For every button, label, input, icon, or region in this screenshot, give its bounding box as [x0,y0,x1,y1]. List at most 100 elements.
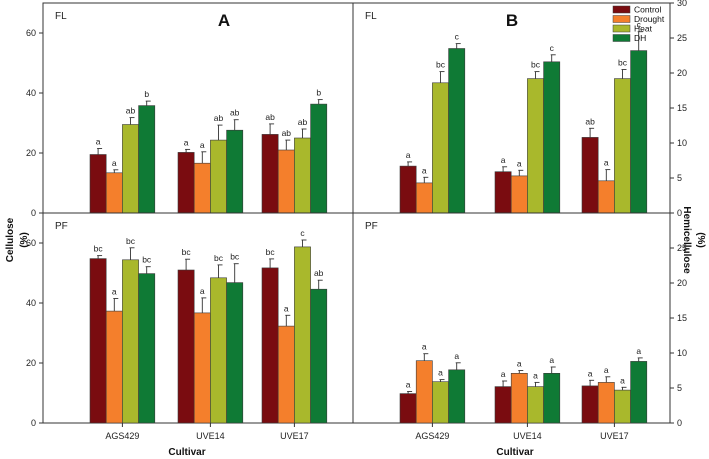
significance-label: ab [230,108,240,118]
panel-tag: FL [365,11,377,22]
significance-label: c [455,32,460,42]
bar-drought-uve14 [510,175,528,214]
y-tick-label: 20 [677,278,687,288]
significance-label: a [112,287,117,297]
bar-control-uve17 [581,137,599,214]
bar-control-ags429 [399,393,417,424]
y-tick-label: 20 [26,358,36,368]
y-tick-label: 15 [677,103,687,113]
bar-heat-uve14 [527,78,544,214]
bar-control-ags429 [89,258,107,424]
bar-heat-ags429 [432,82,449,214]
y-tick-label: 25 [677,33,687,43]
bar-control-uve17 [261,134,279,214]
significance-label: a [438,368,443,378]
right-y-axis-unit: (%) [695,232,706,248]
significance-label: a [501,155,506,165]
bar-dh-ags429 [138,273,156,424]
significance-label: a [620,375,625,385]
significance-label: bc [618,58,628,68]
bar-drought-uve17 [597,180,615,214]
bar-control-ags429 [89,154,107,214]
significance-label: c [550,43,555,53]
bar-drought-uve14 [193,162,211,214]
left-y-axis-unit: (%) [19,232,30,248]
y-tick-label: 60 [26,238,36,248]
panel-letter: A [218,11,230,30]
significance-label: a [549,355,554,365]
y-tick-label: 5 [677,173,682,183]
significance-label: a [533,370,538,380]
significance-label: ab [298,117,308,127]
panel-b-pf: 0 5 10 15 20 25 PF a a a a AGS429 a a a a UVE14 a a a a UVE17 [352,212,687,441]
significance-label: bc [142,255,152,265]
significance-label: b [316,88,321,98]
x-tick-label: AGS429 [415,431,449,441]
bar-drought-ags429 [415,360,433,424]
bar-drought-uve17 [277,325,295,424]
x-tick-label: AGS429 [105,431,139,441]
significance-label: b [144,89,149,99]
x-tick-label: UVE14 [513,431,542,441]
bar-heat-uve14 [527,386,544,424]
significance-label: a [517,359,522,369]
bar-heat-uve14 [210,277,227,424]
bar-dh-ags429 [448,48,466,214]
y-tick-label: 15 [677,313,687,323]
bar-drought-ags429 [415,182,433,214]
bar-drought-ags429 [105,172,123,214]
significance-label: a [422,342,427,352]
significance-label: bc [266,247,276,257]
significance-label: bc [531,60,541,70]
bar-control-uve17 [581,385,599,424]
significance-label: bc [214,253,224,263]
significance-label: a [200,286,205,296]
right-y-axis-title: Hemicellulose [681,206,692,274]
panel-tag: PF [365,221,378,232]
bar-dh-uve14 [543,61,561,214]
significance-label: a [636,346,641,356]
significance-label: bc [94,244,104,254]
significance-label: bc [126,236,136,246]
y-tick-label: 20 [677,68,687,78]
y-tick-label: 10 [677,138,687,148]
y-tick-label: 60 [26,28,36,38]
bar-heat-ags429 [122,259,139,424]
bar-drought-uve17 [277,149,295,214]
bar-dh-uve14 [543,372,561,424]
significance-label: c [300,228,305,238]
bar-drought-ags429 [105,310,123,424]
panel-tag: FL [55,11,67,22]
significance-label: a [112,158,117,168]
significance-label: a [501,369,506,379]
significance-label: bc [230,252,240,262]
legend-label-control: Control [634,5,662,15]
panel-letter: B [506,11,518,30]
bar-dh-uve17 [310,288,328,424]
significance-label: a [406,150,411,160]
significance-label: ab [282,128,292,138]
legend-swatch-control [612,5,631,14]
bar-dh-uve17 [630,361,648,424]
y-tick-label: 10 [677,348,687,358]
significance-label: a [517,158,522,168]
bar-dh-ags429 [138,105,156,214]
significance-label: a [454,351,459,361]
panel-tag: PF [55,221,68,232]
significance-label: bc [436,60,446,70]
bar-heat-ags429 [122,124,139,214]
y-tick-label: 40 [26,88,36,98]
significance-label: ab [265,112,275,122]
bar-drought-uve14 [510,372,528,424]
significance-label: ab [214,113,224,123]
bar-heat-uve17 [614,389,631,424]
bar-control-uve14 [177,269,195,424]
bar-control-uve14 [494,386,512,424]
x-tick-label: UVE14 [196,431,225,441]
y-tick-label: 5 [677,383,682,393]
bar-dh-uve17 [630,50,648,214]
